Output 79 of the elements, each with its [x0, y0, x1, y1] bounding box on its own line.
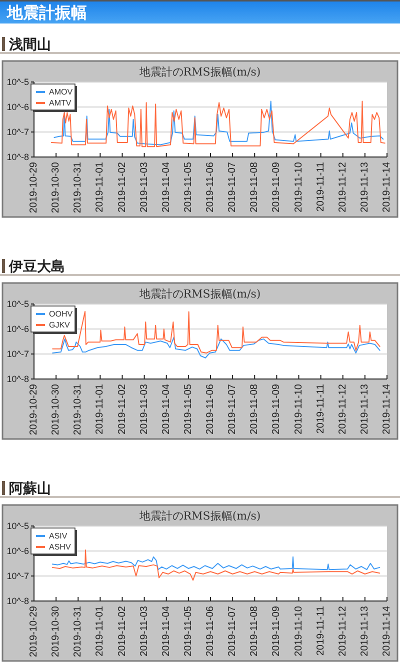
chart-subtitle: 地震計のRMS振幅(m/s)	[138, 288, 261, 300]
y-tick-label: 10^-6	[6, 546, 29, 556]
x-tick-label: 2019-11-14	[382, 606, 392, 656]
x-tick-label: 2019-11-07	[227, 162, 238, 212]
x-tick-label: 2019-10-29	[28, 384, 40, 436]
x-tick-label: 2019-10-31	[72, 162, 84, 214]
x-tick-label: 2019-11-10	[293, 162, 304, 212]
x-tick-label: 2019-11-02	[116, 162, 128, 212]
x-tick-label: 2019-10-29	[28, 162, 40, 214]
x-tick-label: 2019-11-11	[315, 384, 326, 434]
x-tick-label: 2019-11-03	[138, 384, 150, 434]
x-tick-label: 2019-11-12	[337, 162, 348, 212]
chart-title: 浅間山	[8, 37, 51, 53]
x-tick-label: 2019-11-01	[94, 162, 106, 212]
text: 地震計振幅	[6, 3, 87, 22]
legend-label: AMTV	[49, 98, 72, 108]
legend-label: GJKV	[49, 320, 71, 330]
legend-label: ASIV	[49, 532, 68, 540]
x-tick-label: 2019-11-08	[249, 606, 260, 656]
x-tick-label: 2019-11-10	[293, 384, 304, 434]
x-tick-label: 2019-10-30	[50, 606, 62, 658]
line-series	[52, 336, 380, 358]
x-tick-label: 2019-11-03	[138, 606, 150, 656]
x-tick-label: 2019-10-31	[72, 384, 84, 436]
x-tick-label: 2019-11-08	[249, 384, 260, 434]
y-tick-label: 10^-8	[6, 374, 29, 384]
x-tick-label: 2019-10-29	[28, 606, 40, 658]
x-tick-label: 2019-11-07	[227, 606, 238, 656]
legend-label: OOHV	[49, 310, 74, 318]
x-tick-label: 2019-11-13	[359, 606, 370, 656]
chart-title: 伊豆大島	[8, 259, 65, 275]
chart-subtitle: 地震計のRMS振幅(m/s)	[138, 66, 261, 78]
x-tick-label: 2019-11-05	[182, 606, 194, 656]
chart-subtitle: 地震計のRMS振幅(m/s)	[138, 510, 261, 522]
x-tick-label: 2019-11-14	[382, 162, 392, 212]
x-tick-label: 2019-11-09	[271, 606, 282, 656]
x-tick-label: 2019-11-06	[205, 384, 216, 434]
y-tick-label: 10^-5	[6, 299, 29, 309]
x-tick-label: 2019-11-13	[359, 162, 370, 212]
x-tick-label: 2019-10-30	[50, 162, 62, 214]
x-tick-label: 2019-11-06	[205, 606, 216, 656]
x-tick-label: 2019-11-03	[138, 162, 150, 212]
x-tick-label: 2019-11-14	[382, 384, 392, 434]
x-tick-label: 2019-11-01	[94, 384, 106, 434]
x-tick-label: 2019-11-01	[94, 606, 106, 656]
line-series	[52, 549, 380, 581]
y-tick-label: 10^-6	[6, 324, 29, 334]
y-tick-label: 10^-7	[6, 349, 29, 359]
legend-label: ASHV	[49, 542, 72, 552]
x-tick-label: 2019-11-04	[160, 606, 172, 656]
y-tick-label: 10^-7	[6, 571, 29, 581]
x-tick-label: 2019-11-09	[271, 384, 282, 434]
legend-label: AMOV	[49, 88, 74, 96]
y-tick-label: 10^-5	[6, 521, 29, 531]
x-tick-label: 2019-10-30	[50, 384, 62, 436]
chart-title: 阿蘇山	[9, 481, 51, 497]
y-tick-label: 10^-8	[6, 596, 29, 606]
x-tick-label: 2019-11-02	[116, 384, 128, 434]
x-tick-label: 2019-11-11	[315, 162, 326, 212]
x-tick-label: 2019-11-04	[160, 384, 172, 434]
x-tick-label: 2019-11-02	[116, 606, 128, 656]
x-tick-label: 2019-11-11	[315, 606, 326, 656]
x-tick-label: 2019-11-05	[182, 162, 194, 212]
y-tick-label: 10^-7	[6, 127, 29, 137]
x-tick-label: 2019-11-12	[337, 606, 348, 656]
x-tick-label: 2019-10-31	[72, 606, 84, 658]
x-tick-label: 2019-11-09	[271, 162, 282, 212]
line-series	[52, 556, 380, 570]
y-tick-label: 10^-6	[6, 102, 29, 112]
x-tick-label: 2019-11-06	[205, 162, 216, 212]
x-tick-label: 2019-11-12	[337, 384, 348, 434]
x-tick-label: 2019-11-08	[249, 162, 260, 212]
x-tick-label: 2019-11-05	[182, 384, 194, 434]
x-tick-label: 2019-11-13	[359, 384, 370, 434]
x-tick-label: 2019-11-10	[293, 606, 304, 656]
y-tick-label: 10^-5	[6, 77, 29, 87]
x-tick-label: 2019-11-07	[227, 384, 238, 434]
y-tick-label: 10^-8	[6, 152, 29, 162]
x-tick-label: 2019-11-04	[160, 162, 172, 212]
